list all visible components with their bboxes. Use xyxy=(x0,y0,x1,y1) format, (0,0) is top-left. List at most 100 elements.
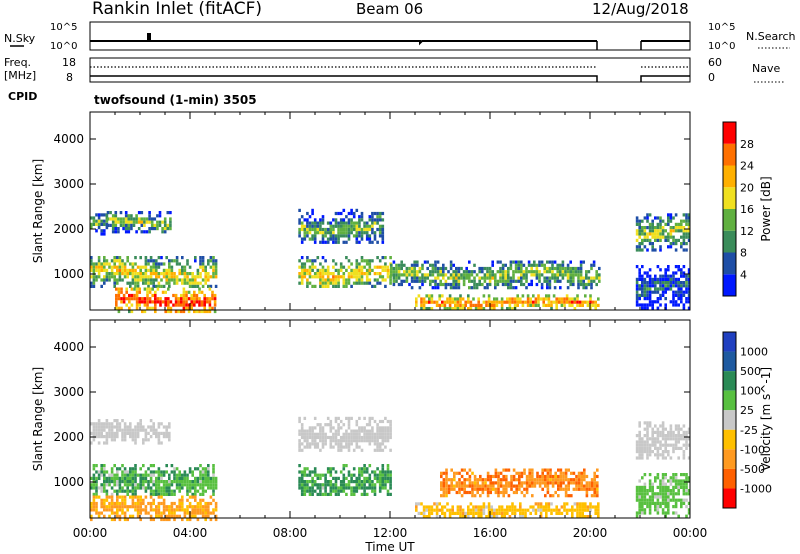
echo-cell xyxy=(519,508,522,512)
echo-cell xyxy=(321,429,325,433)
echo-cell xyxy=(638,421,641,425)
echo-cell xyxy=(410,276,414,280)
echo-cell xyxy=(469,508,473,512)
echo-cell xyxy=(436,276,440,280)
echo-cell xyxy=(680,229,683,233)
echo-cell xyxy=(682,456,686,460)
echo-cell xyxy=(451,511,454,515)
echo-cell xyxy=(677,284,680,288)
echo-cell xyxy=(164,297,167,301)
echo-cell xyxy=(207,476,210,480)
echo-cell xyxy=(430,307,434,311)
echo-cell xyxy=(635,498,639,502)
echo-cell xyxy=(90,268,93,272)
echo-cell xyxy=(105,492,109,496)
echo-cell xyxy=(326,483,330,487)
echo-cell xyxy=(502,490,505,495)
echo-cell xyxy=(561,260,565,264)
echo-cell xyxy=(363,439,366,443)
echo-cell xyxy=(667,495,670,499)
echo-cell xyxy=(659,434,662,438)
echo-cell xyxy=(332,272,335,276)
echo-cell xyxy=(196,284,200,288)
echo-cell xyxy=(188,483,192,487)
echo-cell xyxy=(549,494,552,498)
echo-cell xyxy=(337,240,340,244)
echo-cell xyxy=(127,227,131,231)
echo-cell xyxy=(515,478,518,482)
echo-cell xyxy=(313,489,317,493)
echo-cell xyxy=(549,471,552,475)
echo-cell xyxy=(571,505,574,509)
echo-cell xyxy=(534,297,538,301)
echo-cell xyxy=(123,268,127,272)
echo-cell xyxy=(142,438,145,442)
echo-cell xyxy=(546,279,549,283)
echo-cell xyxy=(183,473,187,477)
echo-cell xyxy=(90,517,93,522)
echo-cell xyxy=(108,505,111,509)
echo-cell xyxy=(121,486,124,490)
echo-cell xyxy=(316,473,320,477)
echo-cell xyxy=(100,431,103,435)
echo-cell xyxy=(497,471,500,475)
echo-cell xyxy=(100,425,103,429)
echo-cell xyxy=(173,480,176,484)
echo-cell xyxy=(173,501,176,506)
echo-cell xyxy=(144,480,148,484)
echo-cell xyxy=(659,443,662,447)
echo-cell xyxy=(555,505,558,509)
echo-cell xyxy=(643,508,647,512)
echo-cell xyxy=(677,268,680,272)
echo-cell xyxy=(440,474,443,479)
echo-cell xyxy=(116,272,119,276)
echo-cell xyxy=(465,266,468,271)
echo-cell xyxy=(560,511,564,515)
echo-cell xyxy=(494,279,497,283)
echo-cell xyxy=(342,445,346,449)
echo-cell xyxy=(97,213,101,217)
echo-cell xyxy=(203,306,206,310)
echo-cell xyxy=(303,272,307,276)
echo-cell xyxy=(449,263,453,267)
echo-cell xyxy=(531,474,534,479)
echo-cell xyxy=(373,448,377,452)
echo-cell xyxy=(360,429,364,433)
echo-cell xyxy=(363,492,366,496)
echo-cell xyxy=(460,276,463,280)
echo-cell xyxy=(661,508,665,512)
echo-cell xyxy=(149,476,153,480)
echo-cell xyxy=(497,484,500,488)
echo-cell xyxy=(539,508,543,512)
echo-cell xyxy=(664,271,667,275)
echo-cell xyxy=(480,508,483,512)
echo-cell xyxy=(144,281,148,285)
echo-cell xyxy=(313,442,317,446)
echo-cell xyxy=(358,278,361,282)
echo-cell xyxy=(481,481,485,485)
echo-cell xyxy=(499,276,502,280)
echo-cell xyxy=(441,511,444,515)
echo-cell xyxy=(661,293,665,297)
echo-cell xyxy=(139,486,142,490)
echo-cell xyxy=(578,303,582,307)
echo-cell xyxy=(209,275,213,279)
echo-cell xyxy=(654,290,657,294)
echo-cell xyxy=(559,270,562,274)
echo-cell xyxy=(435,300,439,304)
echo-cell xyxy=(384,439,387,443)
echo-cell xyxy=(329,231,333,235)
echo-cell xyxy=(551,263,554,267)
echo-cell xyxy=(669,476,673,480)
echo-cell xyxy=(169,211,172,215)
echo-cell xyxy=(576,502,579,506)
echo-cell xyxy=(504,270,507,274)
echo-cell xyxy=(638,274,641,278)
echo-cell xyxy=(140,217,144,221)
echo-cell xyxy=(352,467,356,471)
echo-cell xyxy=(522,276,526,280)
colorbar-swatch xyxy=(723,209,736,231)
echo-cell xyxy=(110,486,114,490)
echo-cell xyxy=(97,425,101,429)
echo-cell xyxy=(207,473,210,477)
